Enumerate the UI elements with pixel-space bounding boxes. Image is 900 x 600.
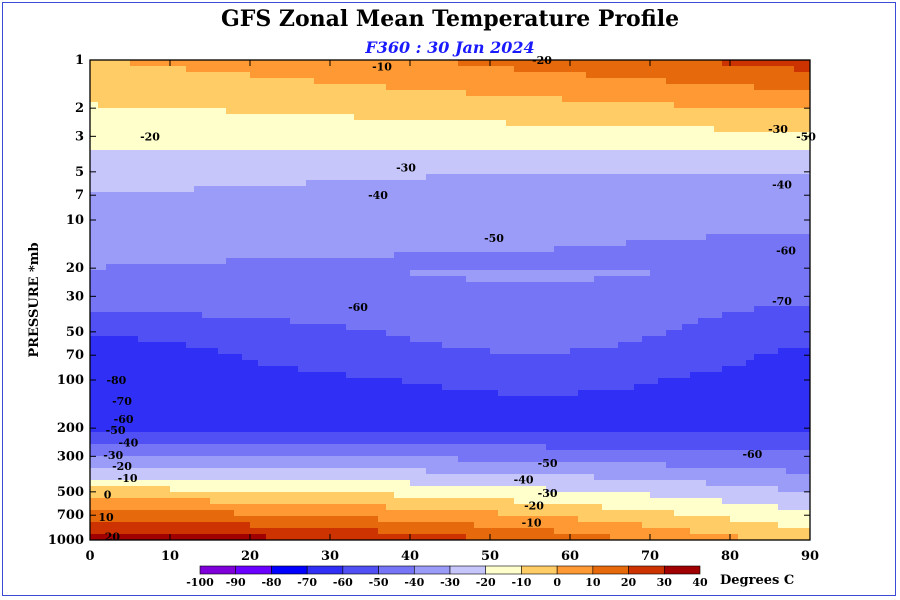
colorbar-tick-label: -20 bbox=[476, 576, 496, 589]
contour-label: -50 bbox=[796, 130, 816, 143]
contour-label: -50 bbox=[106, 424, 126, 437]
y-tick-label: 1000 bbox=[48, 533, 84, 548]
colorbar-tick-label: -80 bbox=[261, 576, 281, 589]
x-axis: 0 10 20 30 40 50 60 70 80 90 bbox=[85, 60, 819, 564]
plot-border bbox=[89, 59, 811, 541]
contour-label: -10 bbox=[118, 472, 138, 485]
contour-label: -30 bbox=[768, 123, 788, 136]
colorbar-swatch bbox=[378, 565, 415, 575]
contour-label: -10 bbox=[522, 517, 542, 530]
colorbar-unit-label: Degrees C bbox=[720, 573, 794, 588]
contour-label: -60 bbox=[114, 413, 134, 426]
contour-label: -50 bbox=[538, 457, 558, 470]
y-tick-label: 3 bbox=[75, 129, 84, 144]
contour-label: -40 bbox=[368, 189, 388, 202]
y-tick-label: 50 bbox=[66, 325, 84, 340]
contour-label: 0 bbox=[104, 489, 112, 502]
colorbar-tick-label: -30 bbox=[440, 576, 460, 589]
colorbar-swatch bbox=[306, 565, 344, 575]
contour-label: -20 bbox=[532, 54, 552, 67]
colorbar-tick-label: -70 bbox=[297, 576, 317, 589]
contour-label: 10 bbox=[98, 511, 114, 524]
y-tick-label: 10 bbox=[66, 213, 84, 228]
colorbar: -100 -90 -80 -70 -60 -50 -40 -30 -20 -10 0 10 20 30 40 bbox=[186, 565, 708, 589]
temperature-bands bbox=[90, 60, 810, 540]
colorbar-swatch bbox=[521, 565, 558, 575]
colorbar-swatch bbox=[556, 565, 594, 575]
contour-label: -80 bbox=[106, 374, 126, 387]
y-tick-label: 7 bbox=[75, 188, 84, 203]
x-tick-label: 70 bbox=[641, 549, 659, 564]
x-tick-label: 20 bbox=[241, 549, 259, 564]
x-tick-label: 0 bbox=[85, 549, 94, 564]
colorbar-tick-label: -90 bbox=[226, 576, 246, 589]
chart-subtitle: F360 : 30 Jan 2024 bbox=[365, 38, 535, 57]
colorbar-tick-label: 20 bbox=[621, 576, 637, 589]
colorbar-tick-label: -60 bbox=[333, 576, 353, 589]
x-tick-label: 50 bbox=[481, 549, 499, 564]
contour-label: -20 bbox=[524, 500, 544, 513]
y-tick-label: 100 bbox=[57, 373, 84, 388]
contour-label: -30 bbox=[396, 162, 416, 175]
x-tick-label: 10 bbox=[161, 549, 179, 564]
y-tick-label: 5 bbox=[75, 165, 84, 180]
colorbar-swatch bbox=[235, 565, 272, 575]
y-tick-label: 1 bbox=[75, 53, 84, 68]
contour-label: -20 bbox=[140, 130, 160, 143]
x-tick-label: 60 bbox=[561, 549, 579, 564]
y-tick-label: 200 bbox=[57, 421, 84, 436]
colorbar-tick-label: 10 bbox=[585, 576, 601, 589]
y-tick-label: 2 bbox=[75, 101, 84, 116]
contour-label: -40 bbox=[118, 436, 138, 449]
colorbar-tick-label: -50 bbox=[369, 576, 389, 589]
colorbar-swatch bbox=[485, 565, 522, 575]
colorbar-swatch bbox=[413, 565, 451, 575]
contour-label: -30 bbox=[103, 449, 123, 462]
colorbar-tick-label: -40 bbox=[404, 576, 424, 589]
colorbar-tick-label: -100 bbox=[186, 576, 214, 589]
y-tick-label: 300 bbox=[57, 449, 84, 464]
x-tick-label: 40 bbox=[401, 549, 419, 564]
colorbar-tick-label: 30 bbox=[657, 576, 673, 589]
contour-label: -40 bbox=[514, 474, 534, 487]
colorbar-tick-label: -10 bbox=[511, 576, 531, 589]
contour-label: -40 bbox=[772, 179, 792, 192]
contour-label: -70 bbox=[112, 395, 132, 408]
x-tick-label: 90 bbox=[801, 549, 819, 564]
contour-label: -30 bbox=[538, 487, 558, 500]
colorbar-swatch bbox=[592, 565, 629, 575]
contour-label: -60 bbox=[776, 244, 796, 257]
y-tick-label: 70 bbox=[66, 348, 84, 363]
colorbar-swatch bbox=[628, 565, 665, 575]
x-tick-label: 80 bbox=[721, 549, 739, 564]
colorbar-tick-label: 0 bbox=[553, 576, 561, 589]
contour-labels: -10-20-20-30-30-50-40-40-50-60-60 -70-80-… bbox=[98, 54, 816, 543]
y-tick-label: 500 bbox=[57, 485, 84, 500]
contour-label: -60 bbox=[742, 448, 762, 461]
contour-label: -60 bbox=[348, 301, 368, 314]
contour-label: -50 bbox=[484, 232, 504, 245]
colorbar-swatch bbox=[271, 565, 308, 575]
y-tick-label: 20 bbox=[66, 261, 84, 276]
colorbar-swatch bbox=[342, 565, 379, 575]
contour-label: -70 bbox=[772, 295, 792, 308]
colorbar-swatch bbox=[199, 565, 237, 575]
contour-label: -20 bbox=[112, 460, 132, 473]
contour-label: 20 bbox=[105, 530, 121, 543]
x-tick-label: 30 bbox=[321, 549, 339, 564]
contour-label: -10 bbox=[372, 61, 392, 74]
y-tick-label: 700 bbox=[57, 508, 84, 523]
y-tick-label: 30 bbox=[66, 289, 84, 304]
y-axis-label: PRESSURE *mb bbox=[27, 242, 42, 357]
colorbar-tick-label: 40 bbox=[692, 576, 708, 589]
chart-title: GFS Zonal Mean Temperature Profile bbox=[220, 6, 680, 32]
colorbar-swatch bbox=[449, 565, 487, 575]
colorbar-swatch bbox=[663, 565, 701, 575]
